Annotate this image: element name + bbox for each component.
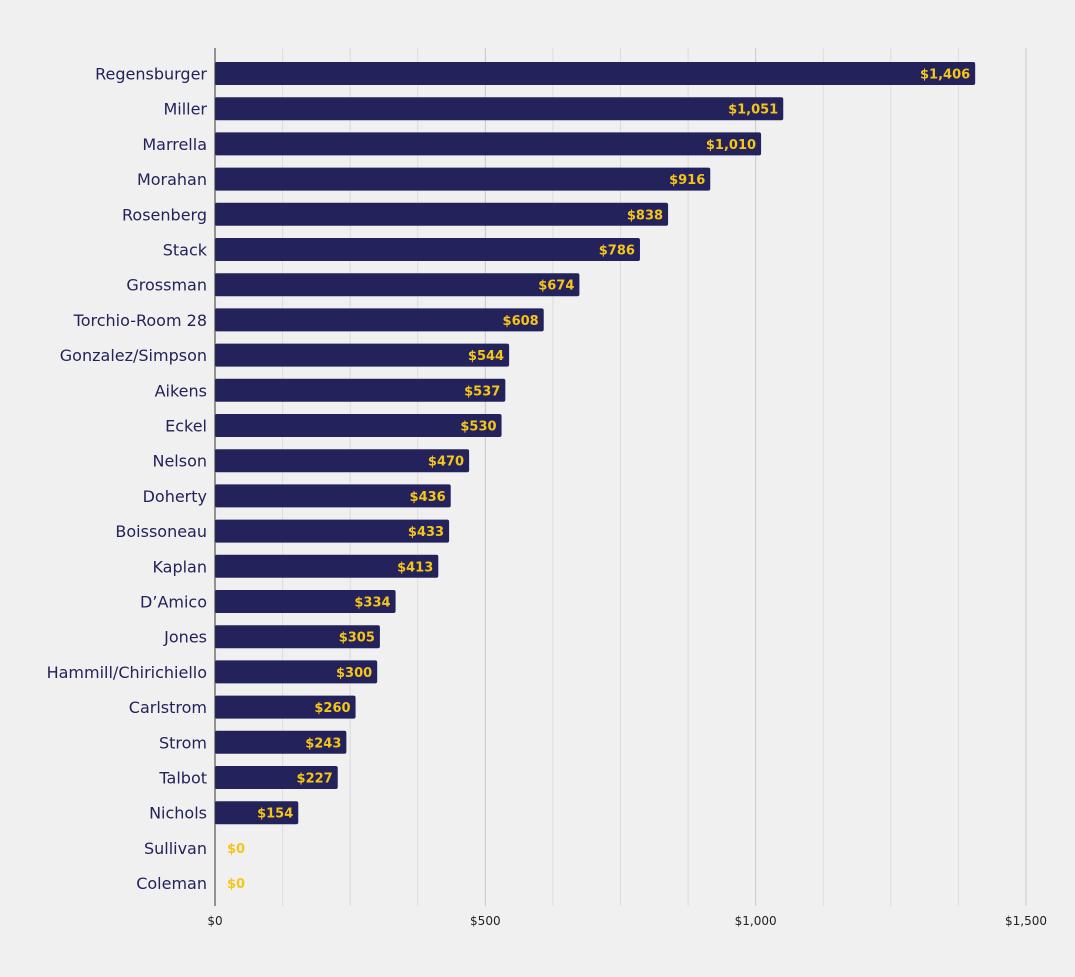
data-label: $436	[410, 490, 446, 505]
x-tick-label: $500	[470, 914, 501, 928]
bars	[215, 62, 976, 825]
category-label: Aikens	[155, 381, 207, 400]
data-label: $413	[397, 560, 433, 575]
bar	[215, 554, 439, 578]
category-label: Grossman	[126, 276, 207, 295]
category-label: Carlstrom	[129, 698, 207, 717]
data-label: $433	[408, 525, 444, 540]
data-label: $243	[305, 736, 341, 751]
bar	[215, 414, 502, 437]
data-label: $154	[257, 807, 293, 822]
data-label: $0	[227, 877, 245, 892]
labels: Regensburger $1,406 Miller $1,051 Marrella $1…	[47, 65, 971, 894]
category-label: Kaplan	[152, 557, 207, 576]
bar	[215, 62, 976, 85]
category-label: Miller	[163, 100, 207, 119]
bar	[215, 590, 396, 613]
bar	[215, 238, 640, 261]
bar	[215, 378, 506, 402]
bar	[215, 308, 544, 332]
data-label: $786	[599, 244, 635, 259]
data-label: $608	[503, 314, 539, 329]
data-label: $916	[669, 173, 705, 188]
x-tick-label: $1,500	[1005, 914, 1047, 928]
category-label: Torchio-Room 28	[73, 311, 207, 330]
category-label: Nichols	[149, 804, 207, 823]
category-label: Sullivan	[144, 839, 207, 858]
bar	[215, 449, 470, 473]
data-label: $0	[227, 842, 245, 857]
category-label: Coleman	[136, 874, 207, 893]
category-label: Marrella	[142, 135, 207, 154]
data-label: $260	[314, 701, 350, 716]
data-label: $300	[336, 666, 372, 681]
data-label: $530	[460, 420, 496, 435]
data-label: $227	[297, 772, 333, 787]
bar	[215, 801, 299, 825]
axes: $0 $500 $1,000 $1,500	[207, 48, 1047, 928]
category-label: Regensburger	[95, 65, 207, 84]
bar	[215, 625, 380, 649]
category-label: Boissoneau	[115, 522, 207, 541]
data-label: $470	[428, 455, 464, 470]
data-label: $1,010	[706, 138, 756, 153]
data-label: $537	[464, 384, 500, 399]
data-label: $674	[538, 279, 574, 294]
bar	[215, 484, 451, 508]
category-label: Nelson	[152, 452, 207, 471]
data-label: $334	[354, 596, 390, 611]
data-label: $1,051	[728, 103, 778, 118]
bar	[215, 273, 580, 297]
x-tick-label: $1,000	[735, 914, 777, 928]
x-tick-label: $0	[207, 914, 222, 928]
category-label: Hammill/Chirichiello	[47, 663, 207, 682]
bar	[215, 132, 762, 156]
data-label: $544	[468, 349, 504, 364]
bar	[215, 660, 378, 684]
data-label: $838	[627, 208, 663, 223]
category-label: Stack	[163, 241, 208, 260]
bar	[215, 97, 784, 121]
bar	[215, 766, 338, 789]
bar	[215, 695, 356, 719]
gridlines	[282, 48, 1027, 906]
bar	[215, 202, 669, 226]
category-label: Gonzalez/Simpson	[60, 346, 207, 365]
category-label: D’Amico	[140, 593, 207, 612]
category-label: Eckel	[165, 417, 207, 436]
bar	[215, 730, 347, 754]
bar	[215, 343, 510, 367]
bar	[215, 519, 450, 543]
data-label: $1,406	[920, 68, 970, 83]
category-label: Strom	[159, 733, 207, 752]
data-label: $305	[339, 631, 375, 646]
bar	[215, 167, 711, 191]
category-label: Morahan	[137, 170, 207, 189]
category-label: Rosenberg	[122, 205, 207, 224]
category-label: Talbot	[158, 769, 207, 788]
category-label: Jones	[163, 628, 207, 647]
category-label: Doherty	[143, 487, 207, 506]
